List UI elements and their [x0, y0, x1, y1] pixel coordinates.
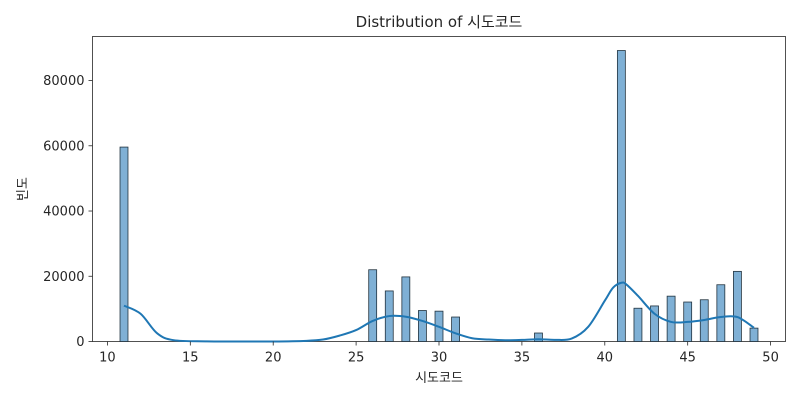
- histogram-bar: [616, 50, 626, 342]
- histogram-bar: [749, 327, 759, 342]
- histogram-bar: [633, 307, 643, 342]
- histogram-bar: [119, 146, 129, 342]
- histogram-bar: [368, 269, 378, 342]
- y-axis-ticks: 0 20000 40000 60000 80000: [43, 74, 93, 350]
- histogram-bar: [534, 332, 543, 342]
- x-tick-label: 20: [265, 351, 282, 366]
- x-tick-label: 50: [762, 351, 779, 366]
- histogram-bar: [451, 316, 460, 342]
- histogram-bar: [666, 295, 676, 342]
- histogram-bars: [119, 50, 759, 342]
- x-axis-ticks: 10 15 20 25 30 35 40 45 50: [99, 341, 779, 366]
- x-tick-label: 45: [679, 351, 696, 366]
- x-tick-label: 15: [182, 351, 199, 366]
- histogram-bar: [716, 284, 726, 342]
- x-tick-label: 10: [99, 351, 116, 366]
- y-tick-label: 80000: [43, 74, 84, 89]
- histogram-bar: [401, 276, 411, 342]
- histogram-bar: [650, 305, 659, 342]
- y-tick-label: 40000: [43, 205, 84, 220]
- y-axis-title: 빈도: [16, 177, 31, 201]
- y-tick-label: 60000: [43, 139, 84, 154]
- y-tick-label: 20000: [43, 270, 84, 285]
- x-tick-label: 40: [597, 351, 614, 366]
- x-axis-title: 시도코드: [415, 371, 463, 386]
- chart-title: Distribution of 시도코드: [356, 13, 523, 31]
- histogram-bar: [418, 310, 427, 342]
- histogram-bar: [733, 270, 742, 342]
- x-tick-label: 35: [514, 351, 531, 366]
- x-tick-label: 25: [348, 351, 365, 366]
- x-tick-label: 30: [431, 351, 448, 366]
- plot-frame: [92, 36, 786, 342]
- y-tick-label: 0: [76, 335, 84, 350]
